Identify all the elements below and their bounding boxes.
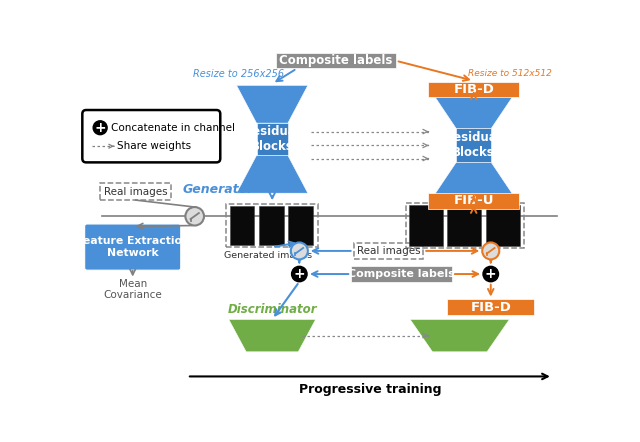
Text: Generator: Generator xyxy=(182,183,253,196)
FancyBboxPatch shape xyxy=(230,206,254,245)
Text: Real images: Real images xyxy=(104,187,168,197)
Polygon shape xyxy=(237,85,308,123)
Text: Residual
Blocks: Residual Blocks xyxy=(445,131,502,160)
Text: Mean
Covariance: Mean Covariance xyxy=(103,278,162,300)
Circle shape xyxy=(186,207,204,225)
FancyBboxPatch shape xyxy=(456,129,492,163)
Text: Discriminator: Discriminator xyxy=(227,303,317,316)
Text: Resize to 512x512: Resize to 512x512 xyxy=(468,69,552,78)
FancyBboxPatch shape xyxy=(83,110,220,162)
Text: Concatenate in channel: Concatenate in channel xyxy=(111,123,235,133)
FancyBboxPatch shape xyxy=(289,206,313,245)
Polygon shape xyxy=(410,320,509,352)
Text: Composite labels: Composite labels xyxy=(279,54,392,67)
FancyBboxPatch shape xyxy=(276,53,396,69)
FancyBboxPatch shape xyxy=(408,205,443,246)
Polygon shape xyxy=(432,163,516,198)
Text: Composite labels: Composite labels xyxy=(348,269,455,279)
FancyBboxPatch shape xyxy=(428,193,520,209)
FancyBboxPatch shape xyxy=(257,123,288,156)
Text: +: + xyxy=(294,267,305,281)
FancyBboxPatch shape xyxy=(259,206,284,245)
Circle shape xyxy=(291,243,308,259)
Text: Generated images: Generated images xyxy=(224,251,312,260)
Text: Progressive training: Progressive training xyxy=(299,383,441,396)
Text: Feature Extraction
Network: Feature Extraction Network xyxy=(76,236,189,258)
Polygon shape xyxy=(229,320,316,352)
Text: Resize to 256x256: Resize to 256x256 xyxy=(193,69,284,79)
Polygon shape xyxy=(237,156,308,193)
Text: FIB-D: FIB-D xyxy=(470,301,511,314)
Text: FIB-D: FIB-D xyxy=(453,83,494,96)
Text: +: + xyxy=(94,121,106,135)
Text: FIB-U: FIB-U xyxy=(454,194,494,207)
FancyBboxPatch shape xyxy=(486,205,520,246)
FancyBboxPatch shape xyxy=(447,299,534,315)
FancyBboxPatch shape xyxy=(428,81,520,97)
FancyBboxPatch shape xyxy=(447,205,481,246)
Text: Residual
Blocks: Residual Blocks xyxy=(244,125,301,153)
Circle shape xyxy=(93,121,107,135)
Circle shape xyxy=(483,267,499,282)
Polygon shape xyxy=(432,92,516,129)
FancyBboxPatch shape xyxy=(351,267,452,282)
Circle shape xyxy=(292,267,307,282)
FancyBboxPatch shape xyxy=(84,224,180,270)
Text: Share weights: Share weights xyxy=(117,141,191,151)
Text: +: + xyxy=(485,267,497,281)
Circle shape xyxy=(482,243,499,259)
Text: Real images: Real images xyxy=(356,246,420,256)
